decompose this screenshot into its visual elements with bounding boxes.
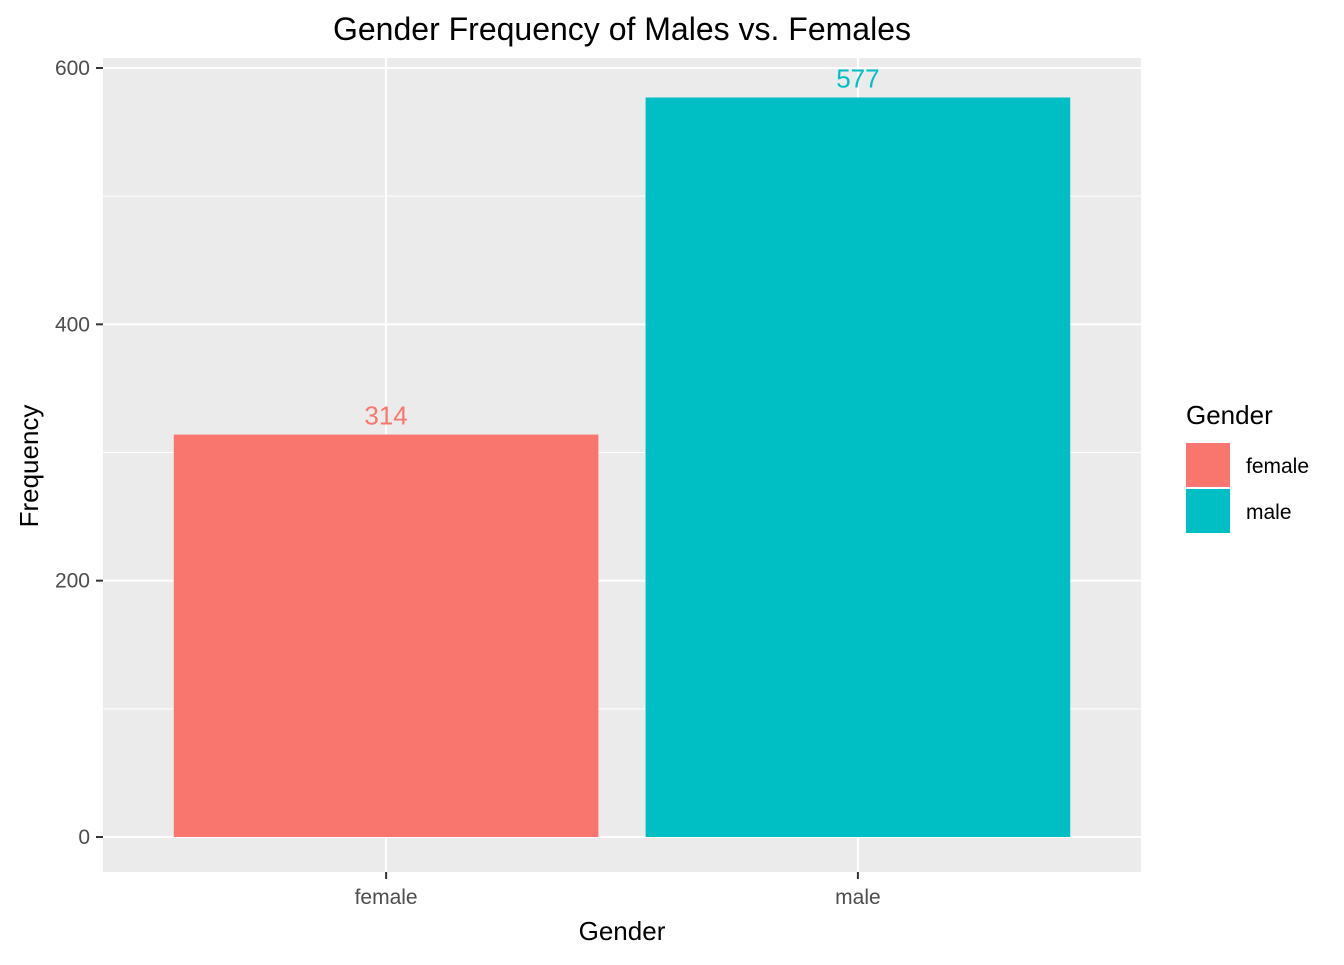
- y-axis-title: Frequency: [14, 405, 44, 528]
- legend-key-female: [1186, 443, 1230, 487]
- y-tick-label: 600: [55, 57, 90, 80]
- legend: Gender female male: [1186, 400, 1309, 533]
- y-tick-label: 200: [55, 570, 90, 593]
- y-tick-label: 0: [78, 826, 90, 849]
- x-tick-label: male: [835, 886, 881, 909]
- data-label-female: 314: [364, 401, 407, 431]
- x-tick-label: female: [355, 886, 418, 909]
- legend-entries: female male: [1186, 443, 1309, 533]
- bars: [173, 97, 1071, 837]
- chart-title: Gender Frequency of Males vs. Females: [333, 11, 911, 47]
- x-axis: female male: [355, 872, 881, 909]
- legend-label-male: male: [1246, 501, 1292, 524]
- bar-male: [645, 97, 1071, 837]
- y-tick-label: 400: [55, 313, 90, 336]
- legend-label-female: female: [1246, 455, 1309, 478]
- legend-title: Gender: [1186, 400, 1273, 430]
- y-axis: 0 200 400 600: [55, 57, 103, 849]
- data-label-male: 577: [836, 63, 879, 93]
- x-axis-title: Gender: [579, 916, 666, 946]
- data-labels: 314 577: [364, 63, 879, 430]
- legend-key-male: [1186, 489, 1230, 533]
- bar-female: [173, 434, 599, 837]
